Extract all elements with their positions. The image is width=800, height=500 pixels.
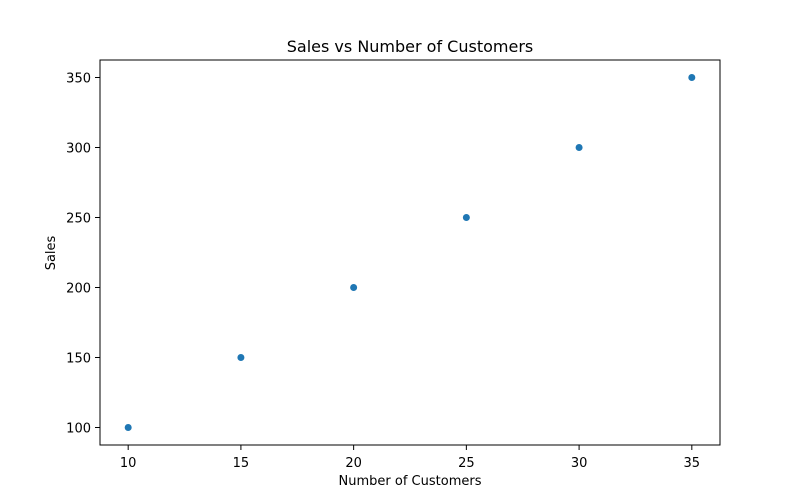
data-point — [688, 74, 696, 81]
plot-frame — [99, 59, 721, 446]
data-point — [350, 284, 358, 291]
x-tick-label: 15 — [233, 456, 250, 471]
y-tick-label: 100 — [66, 422, 91, 437]
data-point — [237, 354, 245, 361]
data-point — [124, 424, 132, 431]
x-tick-label: 30 — [571, 456, 588, 471]
x-tick-label: 10 — [120, 456, 137, 471]
y-axis-ticks: 100 150 200 250 300 350 — [66, 72, 100, 437]
y-tick-label: 350 — [66, 72, 91, 87]
y-tick-label: 250 — [66, 212, 91, 227]
x-tick-label: 25 — [458, 456, 475, 471]
y-tick-label: 200 — [66, 282, 91, 297]
data-points — [124, 74, 696, 431]
y-tick-label: 300 — [66, 142, 91, 157]
x-tick-label: 35 — [684, 456, 701, 471]
chart-title: Sales vs Number of Customers — [287, 37, 533, 56]
y-axis-label: Sales — [44, 235, 59, 270]
x-axis-label: Number of Customers — [339, 474, 482, 489]
data-point — [462, 214, 470, 221]
x-tick-label: 20 — [345, 456, 362, 471]
x-axis-ticks: 10 15 20 25 30 35 — [120, 445, 700, 471]
data-point — [575, 144, 583, 151]
y-tick-label: 150 — [66, 352, 91, 367]
